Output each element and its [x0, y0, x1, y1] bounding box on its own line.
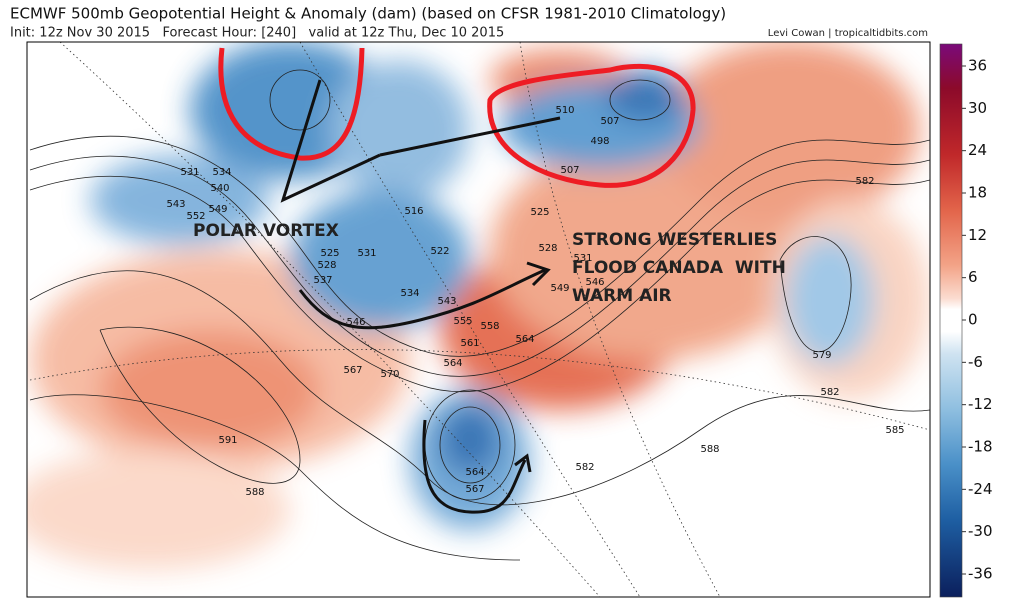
contour-label: 579: [812, 350, 831, 361]
contour-label: 516: [404, 206, 423, 217]
contour-label: 525: [530, 207, 549, 218]
init-line: Init: 12z Nov 30 2015 Forecast Hour: [24…: [10, 26, 504, 41]
contour-label: 549: [550, 283, 569, 294]
contour-label: 564: [465, 467, 484, 478]
contour-label: 546: [346, 317, 365, 328]
contour-label: 507: [560, 165, 579, 176]
contour-label: 558: [480, 321, 499, 332]
contour-label: 510: [555, 105, 574, 116]
colorbar-label: 30: [968, 99, 987, 117]
contour-label: 564: [515, 334, 534, 345]
annotation: POLAR VORTEX: [193, 221, 339, 241]
contour-label: 549: [208, 204, 227, 215]
colorbar-label: 0: [968, 311, 978, 329]
title: ECMWF 500mb Geopotential Height & Anomal…: [10, 5, 726, 23]
contour-label: 528: [538, 243, 557, 254]
contour-label: 588: [245, 487, 264, 498]
contour-label: 507: [600, 116, 619, 127]
contour-label: 543: [166, 199, 185, 210]
contour-label: 567: [343, 365, 362, 376]
annotation: FLOOD CANADA WITH: [572, 258, 786, 278]
contour-label: 546: [585, 277, 604, 288]
contour-label: 570: [380, 369, 399, 380]
contour-label: 561: [460, 338, 479, 349]
credit: Levi Cowan | tropicaltidbits.com: [768, 28, 928, 39]
contour-label: 591: [218, 435, 237, 446]
annotation: STRONG WESTERLIES: [572, 230, 777, 250]
colorbar-label: 6: [968, 268, 978, 286]
colorbar-label: -30: [968, 522, 993, 540]
contour-label: 564: [443, 358, 462, 369]
contour-label: 498: [590, 136, 609, 147]
colorbar-ticks: 36 30 24 18 12 6 0 -6 -12 -18 -24 -30 -36: [962, 57, 993, 583]
contour-label: 522: [430, 246, 449, 257]
contour-label: 531: [357, 248, 376, 259]
contour-label: 567: [465, 484, 484, 495]
contour-label: 531: [573, 253, 592, 264]
contour-label: 537: [313, 275, 332, 286]
contour-label: 588: [700, 444, 719, 455]
colorbar-label: 24: [968, 141, 987, 159]
contour-label: 531: [180, 167, 199, 178]
contour-label: 534: [400, 288, 419, 299]
contour-label: 528: [317, 260, 336, 271]
contour-label: 525: [320, 248, 339, 259]
colorbar-label: 36: [968, 57, 987, 75]
colorbar-label: -36: [968, 565, 993, 583]
contour-labels: 531 5345405435525495255285375465315165225…: [166, 105, 904, 498]
contour-label: 534: [212, 167, 231, 178]
contour-label: 582: [575, 462, 594, 473]
colorbar-label: 18: [968, 184, 987, 202]
colorbar-label: -24: [968, 480, 993, 498]
colorbar-label: 12: [968, 226, 987, 244]
contour-label: 582: [855, 176, 874, 187]
contour-label: 543: [437, 296, 456, 307]
contour-label: 540: [210, 183, 229, 194]
contour-label: 552: [186, 211, 205, 222]
contour-label: 582: [820, 387, 839, 398]
annotation: WARM AIR: [572, 286, 672, 306]
colorbar-label: -12: [968, 395, 993, 413]
colorbar: [939, 43, 963, 598]
colorbar-label: -18: [968, 438, 993, 456]
contour-label: 585: [885, 425, 904, 436]
contour-label: 555: [453, 316, 472, 327]
map: POLAR VORTEX STRONG WESTERLIES FLOOD CAN…: [27, 42, 930, 597]
colorbar-label: -6: [968, 353, 983, 371]
